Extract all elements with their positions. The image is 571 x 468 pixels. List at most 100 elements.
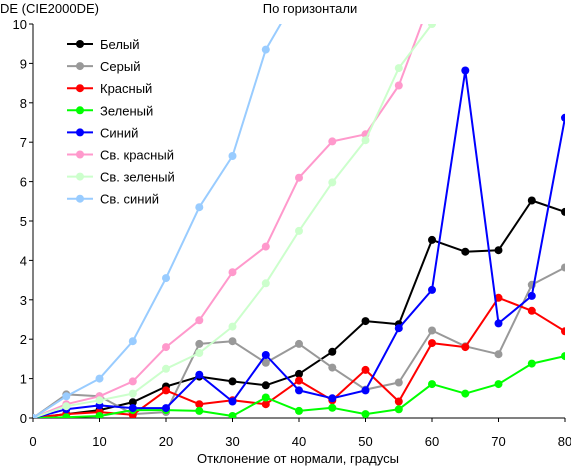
data-point (261, 393, 270, 402)
legend-item: Зеленый (67, 103, 153, 118)
data-point (328, 394, 337, 403)
data-point (428, 24, 436, 28)
data-point (394, 324, 403, 333)
data-point (261, 381, 270, 390)
x-axis-label: Отклонение от нормали, градусы (197, 451, 399, 466)
data-point (527, 291, 536, 300)
y-tick-label: 0 (20, 411, 27, 426)
data-point (128, 389, 137, 398)
data-point (195, 370, 204, 379)
legend-label: Белый (100, 37, 140, 52)
legend: Белый Серый Красный Зеленый Синий Св. красный… (67, 37, 175, 207)
data-point (428, 380, 436, 389)
data-point (527, 359, 536, 368)
series-line (33, 24, 434, 418)
x-tick-label: 20 (159, 434, 173, 449)
data-point (261, 279, 270, 288)
data-point (527, 196, 536, 205)
data-point (361, 136, 370, 145)
data-point (195, 406, 204, 415)
data-point (394, 64, 403, 73)
data-point (228, 322, 237, 331)
x-tick-label: 50 (358, 434, 372, 449)
legend-label: Зеленый (100, 103, 153, 118)
data-point (261, 400, 270, 409)
legend-swatch-marker (76, 84, 84, 93)
data-point (295, 226, 303, 235)
legend-item: Красный (67, 81, 152, 96)
data-point (527, 306, 536, 315)
data-point (228, 337, 237, 346)
data-point (295, 339, 303, 348)
y-tick-label: 7 (20, 135, 27, 150)
data-point (461, 247, 470, 256)
data-point (195, 339, 204, 348)
data-point (361, 410, 370, 418)
legend-swatch-marker (76, 62, 84, 71)
data-point (261, 351, 270, 359)
data-point (461, 389, 470, 398)
data-point (328, 178, 337, 187)
data-point (561, 207, 565, 216)
series-line (33, 69, 565, 418)
legend-item: Св. зеленый (67, 170, 175, 185)
series-layer (33, 0, 565, 418)
data-point (428, 235, 436, 244)
legend-item: Св. красный (67, 148, 174, 163)
data-point (162, 404, 170, 413)
data-point (195, 203, 204, 212)
series-7 (33, 0, 469, 418)
y-tick-label: 1 (20, 372, 27, 387)
data-point (494, 293, 503, 302)
data-point (328, 403, 337, 412)
data-point (361, 317, 370, 326)
legend-label: Синий (100, 125, 138, 140)
legend-swatch-marker (76, 150, 84, 159)
axes: 0 1 2 3 4 5 6 7 8 9 10 0 10 20 30 40 50 60 70 80 (13, 17, 571, 449)
data-point (328, 137, 337, 146)
data-point (494, 380, 503, 389)
x-tick-label: 80 (558, 434, 571, 449)
data-point (295, 386, 303, 395)
data-point (461, 343, 470, 352)
legend-swatch-marker (76, 40, 84, 48)
legend-label: Серый (100, 59, 140, 74)
data-point (261, 358, 270, 367)
y-tick-label: 4 (20, 253, 27, 268)
data-point (228, 412, 237, 418)
legend-item: Св. синий (67, 192, 159, 207)
data-point (328, 363, 337, 372)
x-tick-label: 40 (292, 434, 306, 449)
data-point (461, 66, 470, 75)
data-point (62, 413, 71, 418)
data-point (561, 263, 565, 272)
data-point (494, 246, 503, 255)
data-point (128, 398, 137, 407)
y-tick-label: 6 (20, 175, 27, 190)
data-point (95, 374, 104, 383)
data-point (361, 386, 370, 395)
data-point (195, 400, 204, 409)
x-tick-label: 30 (225, 434, 239, 449)
data-point (33, 414, 37, 418)
data-point (195, 316, 204, 325)
x-tick-label: 10 (92, 434, 106, 449)
data-point (261, 45, 270, 54)
data-point (128, 404, 137, 413)
legend-label: Св. синий (100, 192, 159, 207)
data-point (428, 285, 436, 294)
data-point (494, 350, 503, 359)
series-line (33, 24, 282, 418)
data-point (295, 376, 303, 385)
data-point (461, 0, 469, 4)
data-point (394, 378, 403, 387)
data-point (62, 392, 71, 401)
data-point (394, 405, 403, 414)
y-axis-label: DE (CIE2000DE) (0, 1, 99, 16)
data-point (328, 347, 337, 356)
data-point (162, 386, 170, 395)
data-point (162, 274, 170, 283)
legend-label: Св. зеленый (100, 170, 175, 185)
data-point (95, 396, 104, 405)
data-point (62, 402, 71, 411)
